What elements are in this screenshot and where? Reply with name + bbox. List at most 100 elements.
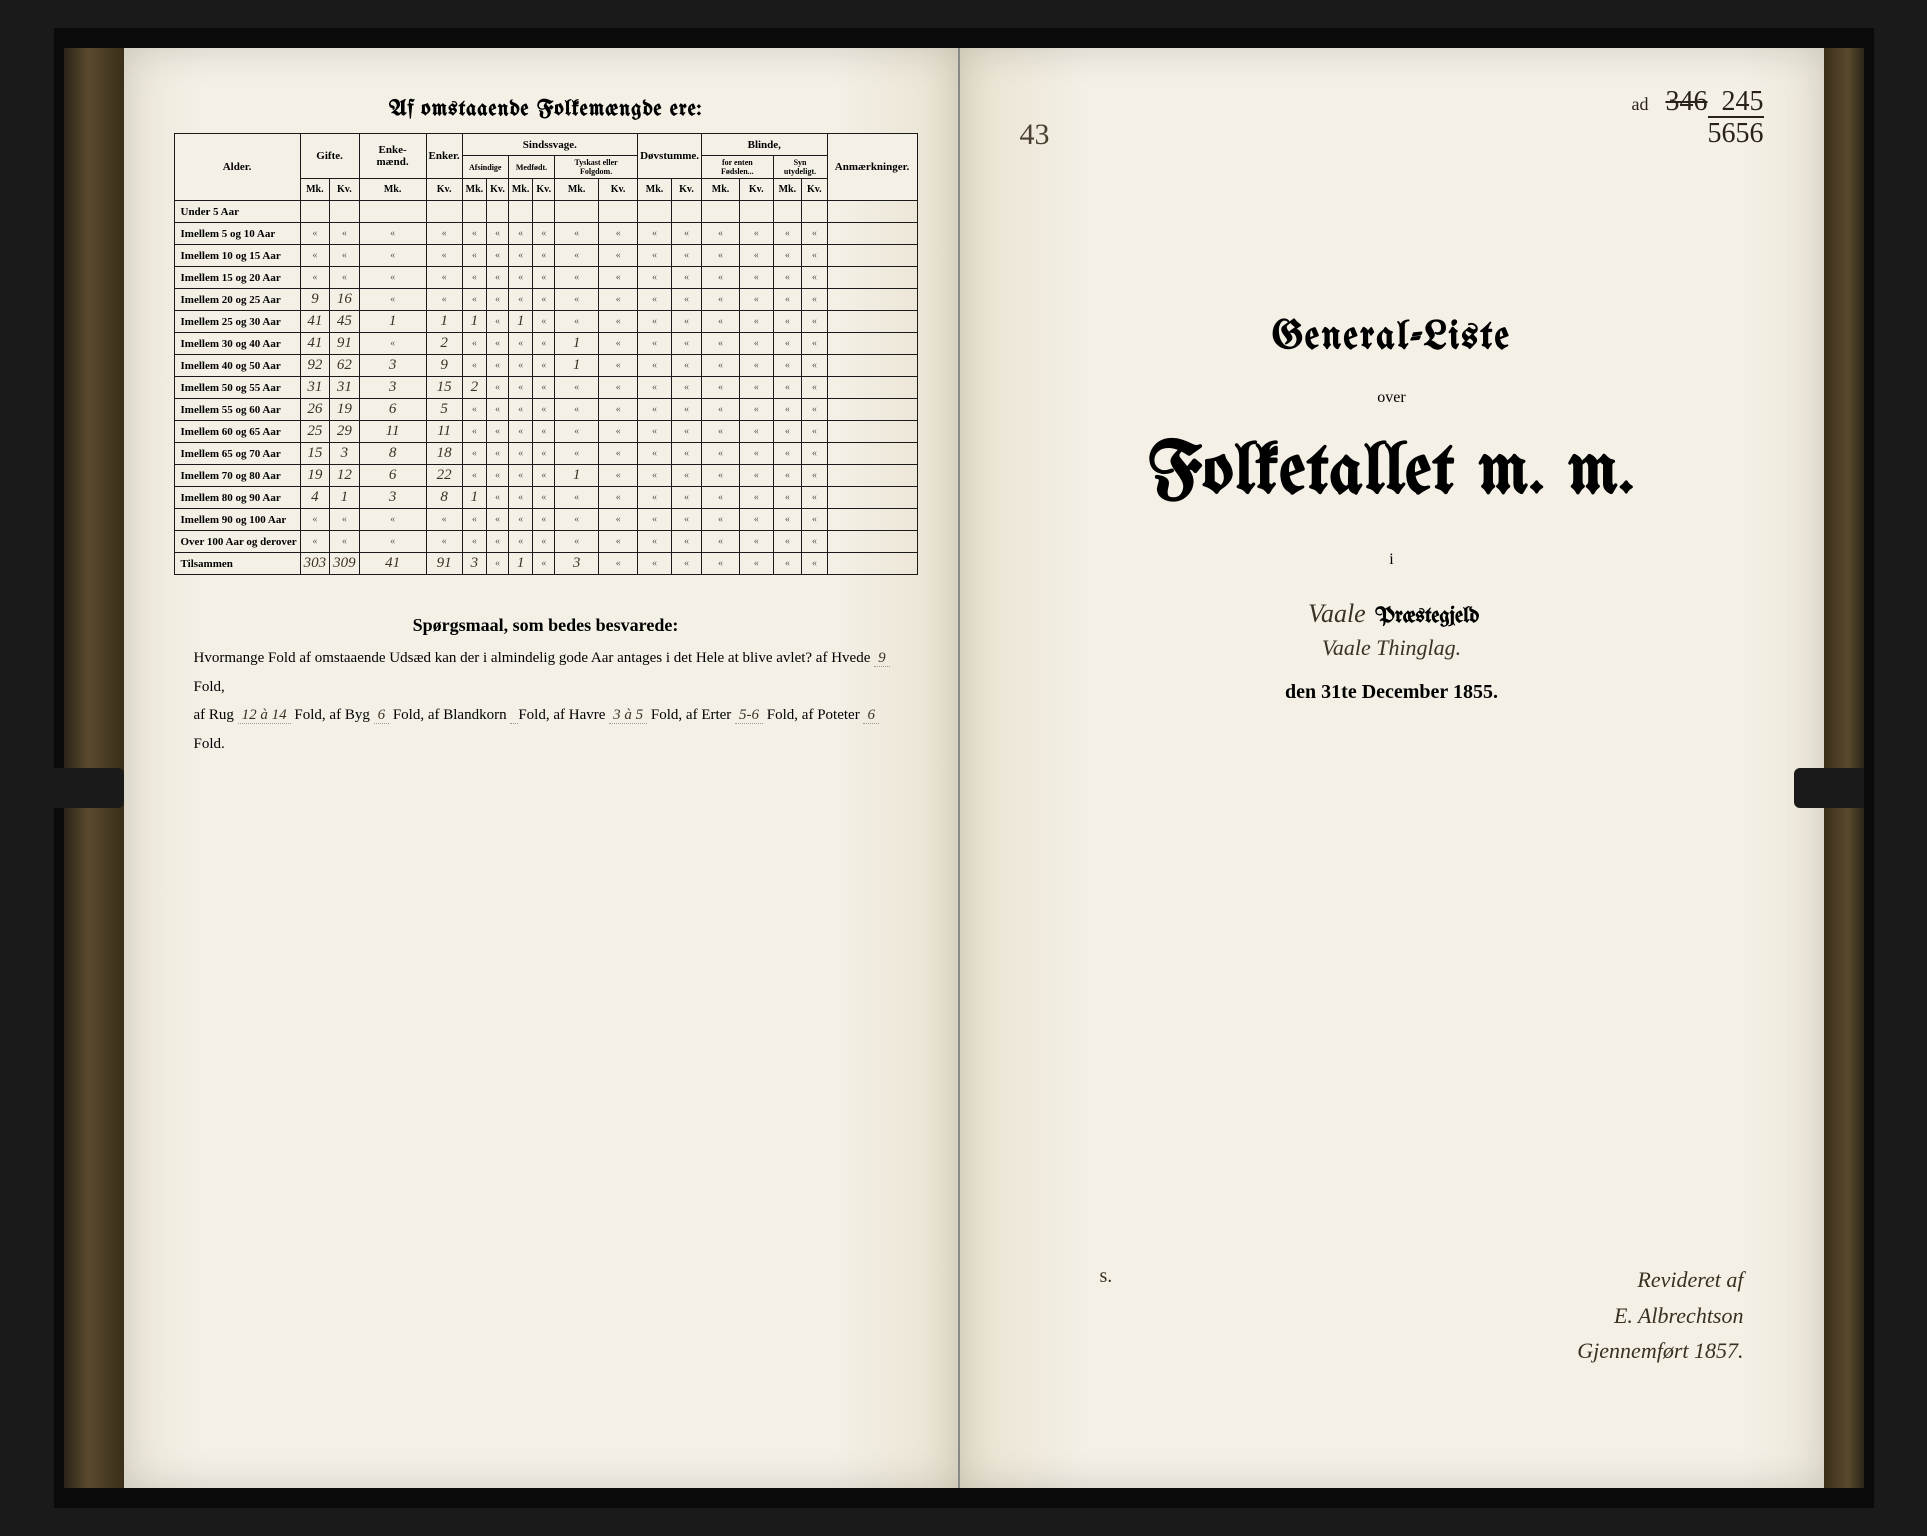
cell: « [508,245,533,267]
cell: « [739,553,773,575]
cell: « [702,355,740,377]
cell: « [773,443,802,465]
cell: 91 [330,333,360,355]
cell: « [359,333,426,355]
cell: « [702,509,740,531]
cell: 3 [462,553,487,575]
cell: « [555,289,599,311]
cell: « [671,311,701,333]
cell: « [555,223,599,245]
col-gifte: Gifte. [300,134,359,179]
cell: « [508,421,533,443]
cell: « [702,223,740,245]
cell: « [533,421,555,443]
q-havre: 3 à 5 [609,707,647,724]
col-kv-5: Kv. [599,179,638,201]
cell [827,465,917,487]
cell: 1 [555,355,599,377]
cell: « [599,421,638,443]
cell: « [533,245,555,267]
col-medfodt: Medfødt. [508,156,554,179]
cell: « [533,399,555,421]
cell: 6 [359,399,426,421]
cell: 92 [300,355,330,377]
cell: « [671,487,701,509]
cell: « [671,245,701,267]
cell: 1 [508,553,533,575]
cell: « [802,267,827,289]
row-label: Imellem 5 og 10 Aar [174,223,300,245]
cell: « [773,333,802,355]
cell: « [638,267,672,289]
table-row: Under 5 Aar [174,201,917,223]
cell: « [773,553,802,575]
cell: « [702,465,740,487]
cell: « [599,553,638,575]
cell: « [638,421,672,443]
cell: « [426,223,462,245]
cell: « [802,465,827,487]
cell: « [555,421,599,443]
cell [773,201,802,223]
cell: « [599,443,638,465]
row-label: Imellem 55 og 60 Aar [174,399,300,421]
cell: « [702,421,740,443]
cell: 309 [330,553,360,575]
cell: « [359,245,426,267]
cell: « [739,421,773,443]
cell: « [638,333,672,355]
cell: 29 [330,421,360,443]
cell: « [533,289,555,311]
cell: « [462,289,487,311]
col-kv-7: Kv. [739,179,773,201]
cell: 1 [462,311,487,333]
col-kv-6: Kv. [671,179,701,201]
cell: 18 [426,443,462,465]
right-page: 43 ad 346 245 5656 General-Liste over Fo… [960,48,1824,1488]
cell: 1 [462,487,487,509]
col-mk-4: Mk. [508,179,533,201]
cell: « [330,245,360,267]
col-mk-6: Mk. [638,179,672,201]
cell: « [773,245,802,267]
cell: « [702,333,740,355]
cell: « [702,245,740,267]
cell: « [773,487,802,509]
cell: 25 [300,421,330,443]
cell: 41 [300,333,330,355]
table-row: Imellem 40 og 50 Aar926239««««1««««««« [174,355,917,377]
cell: « [599,223,638,245]
cell [827,377,917,399]
cell: « [599,333,638,355]
cell: « [533,311,555,333]
col-kv-8: Kv. [802,179,827,201]
col-tyskast: Tyskast eller Folgdom. [555,156,638,179]
cell: « [533,531,555,553]
table-row: Imellem 55 og 60 Aar261965«««««««««««« [174,399,917,421]
cell: « [599,399,638,421]
cell: « [671,421,701,443]
cell [599,201,638,223]
q-byg: 6 [374,707,390,724]
col-blinde-sub2: Syn utydeligt. [773,156,827,179]
sig-line3: Gjennemført 1857. [1577,1333,1743,1368]
cell: « [487,443,509,465]
left-table-title: Af omstaaende Folkemængde ere: [174,98,918,121]
table-row: Imellem 90 og 100 Aar«««««««««««««««« [174,509,917,531]
cell: « [638,399,672,421]
cell: « [487,509,509,531]
col-sindssvage: Sindssvage. [462,134,637,156]
table-row: Tilsammen30330941913«1«3««««««« [174,553,917,575]
cell [827,245,917,267]
cell: « [508,443,533,465]
cell: « [555,311,599,333]
table-row: Imellem 80 og 90 Aar41381««««««««««« [174,487,917,509]
cell: « [487,399,509,421]
row-label: Imellem 10 og 15 Aar [174,245,300,267]
cell: « [671,531,701,553]
cell: « [671,289,701,311]
cell: « [599,245,638,267]
cell: « [330,509,360,531]
cell: « [533,553,555,575]
row-label: Imellem 25 og 30 Aar [174,311,300,333]
